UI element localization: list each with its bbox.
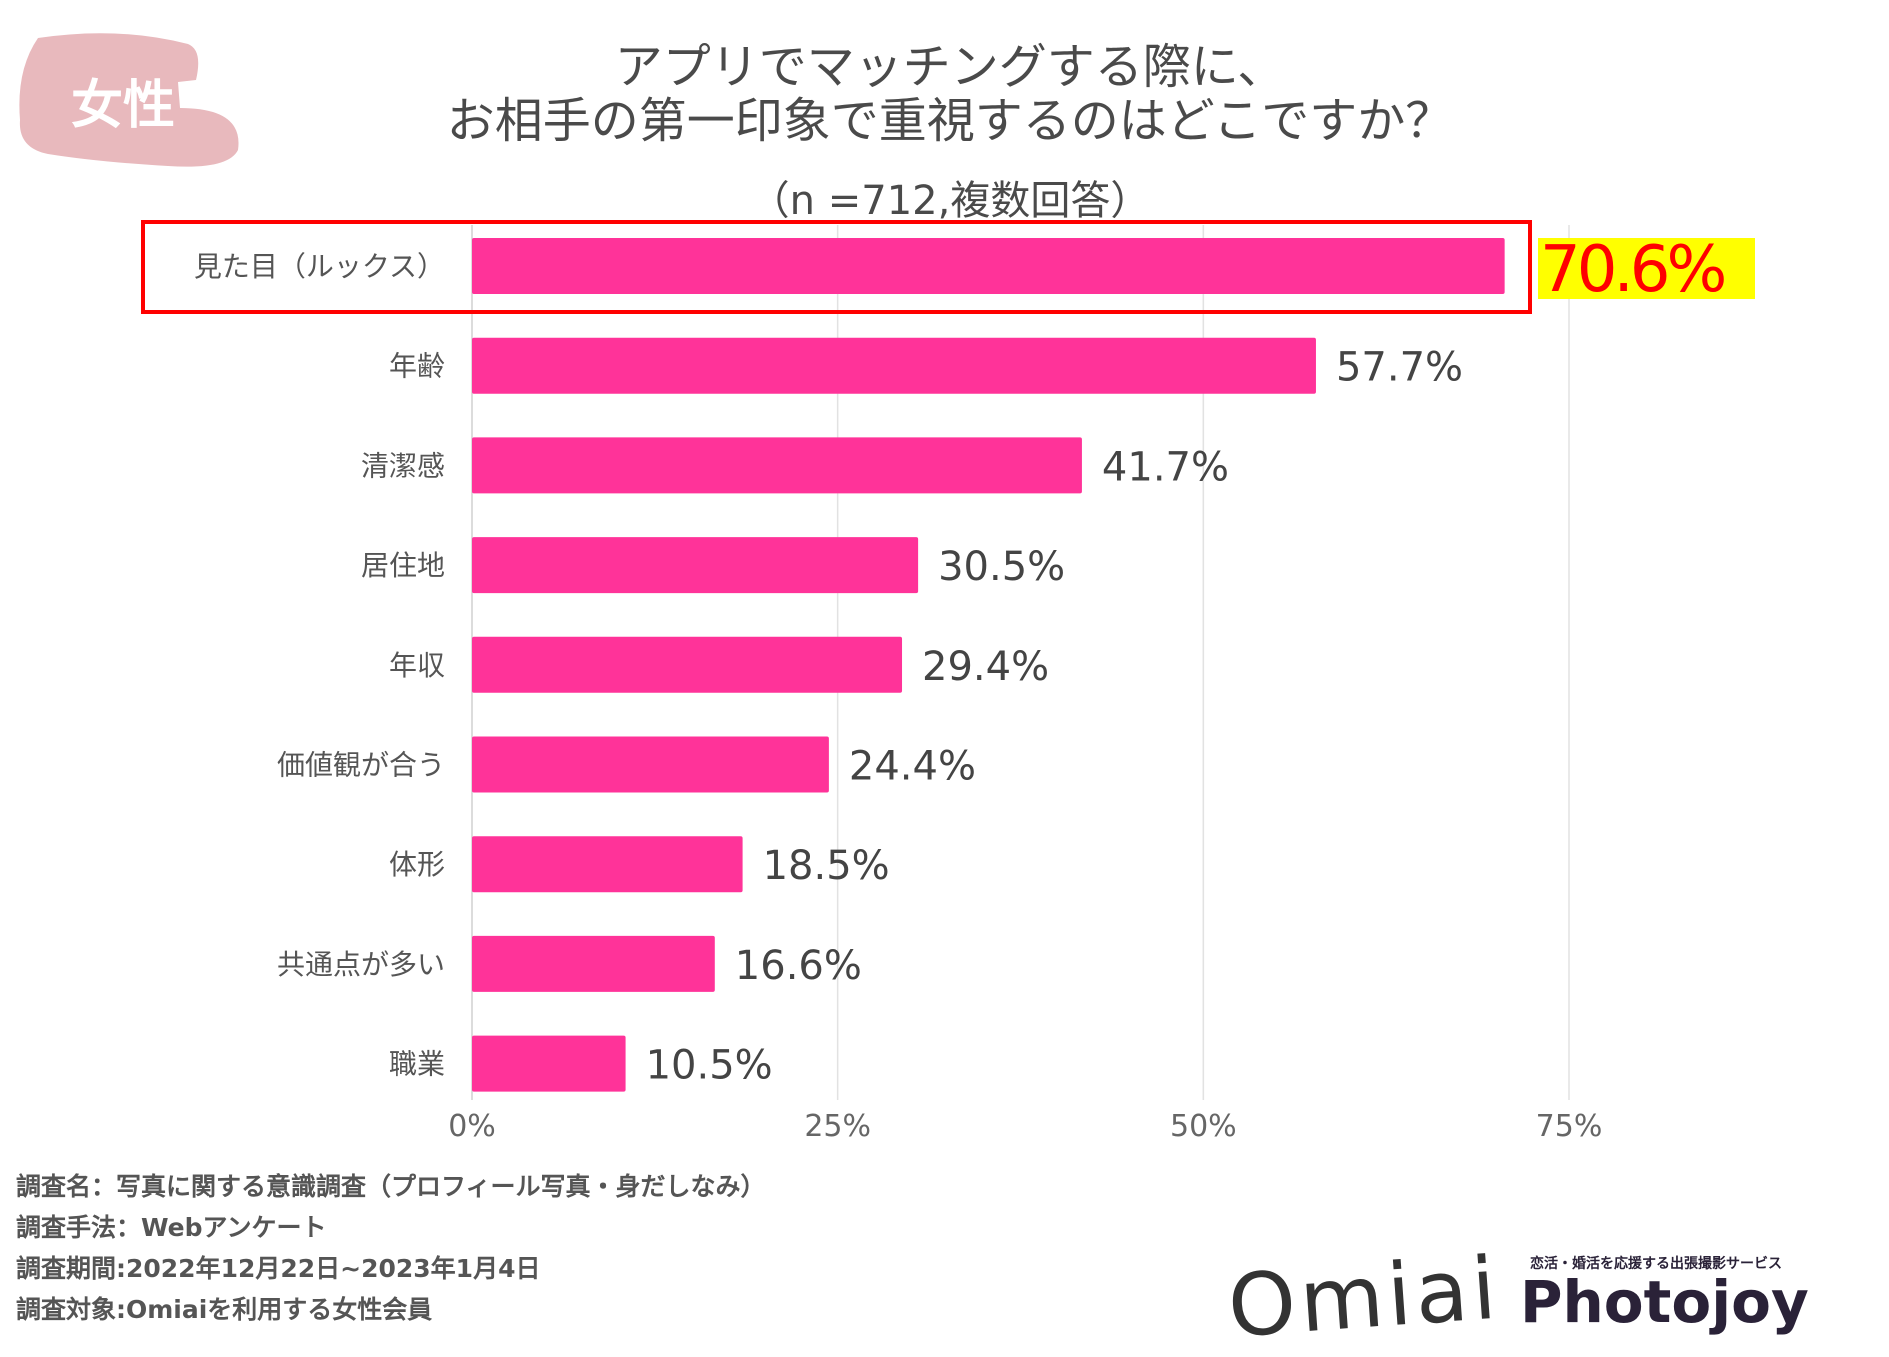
photojoy-tagline: 恋活・婚活を応援する出張撮影サービス bbox=[1530, 1256, 1782, 1272]
category-label: 職業 bbox=[389, 1048, 445, 1081]
chart-title: アプリでマッチングする際に、 お相手の第一印象で重視するのはどこですか？ bbox=[300, 40, 1600, 148]
value-label: 18.5% bbox=[763, 843, 890, 889]
category-label: 価値観が合う bbox=[277, 749, 445, 782]
badge-label: 女性 bbox=[70, 76, 175, 136]
title-line-2: お相手の第一印象で重視するのはどこですか？ bbox=[446, 93, 1454, 149]
x-tick-label: 0% bbox=[448, 1109, 496, 1144]
value-label: 16.6% bbox=[735, 943, 862, 989]
value-label: 70.6% bbox=[1540, 233, 1725, 307]
chart-subtitle: （n =712,複数回答） bbox=[749, 178, 1151, 224]
bar bbox=[472, 736, 829, 793]
bar bbox=[472, 537, 919, 594]
photojoy-logo: Photojoy bbox=[1520, 1268, 1809, 1336]
value-label: 57.7% bbox=[1336, 345, 1463, 391]
category-label: 年齢 bbox=[389, 350, 445, 383]
bar bbox=[472, 836, 743, 893]
x-tick-label: 75% bbox=[1536, 1109, 1603, 1144]
gender-badge: 女性 bbox=[18, 30, 244, 171]
value-label: 29.4% bbox=[922, 644, 1049, 690]
category-label: 居住地 bbox=[361, 549, 445, 582]
footer-line: 調査対象:Omiaiを利用する女性会員 bbox=[16, 1295, 433, 1324]
bar bbox=[472, 238, 1505, 294]
category-label: 共通点が多い bbox=[277, 948, 445, 981]
bar bbox=[472, 437, 1082, 494]
footer-line: 調査手法：Webアンケート bbox=[16, 1213, 327, 1242]
bar bbox=[472, 1035, 626, 1092]
bar bbox=[472, 935, 715, 992]
value-label: 41.7% bbox=[1102, 444, 1229, 490]
badge-shape bbox=[19, 33, 239, 167]
bar bbox=[472, 337, 1316, 394]
footer-line: 調査期間:2022年12月22日~2023年1月4日 bbox=[16, 1254, 541, 1283]
omiai-logo: Omiai bbox=[1224, 1238, 1504, 1357]
category-label: 清潔感 bbox=[361, 449, 445, 482]
highlight-label-bg bbox=[1538, 238, 1755, 299]
value-label: 10.5% bbox=[646, 1043, 773, 1089]
value-label: 24.4% bbox=[849, 744, 976, 790]
x-tick-label: 50% bbox=[1170, 1109, 1237, 1144]
bar-chart: 0% 25% 50% 75% 見た目（ルックス） 70.6% 年齢 57.7% 清潔感 41.7%… bbox=[141, 220, 1755, 1144]
title-line-1: アプリでマッチングする際に、 bbox=[614, 39, 1286, 95]
footer-line: 調査名：写真に関する意識調査（プロフィール写真・身だしなみ） bbox=[16, 1172, 766, 1201]
category-label: 年収 bbox=[389, 649, 445, 682]
value-label: 30.5% bbox=[938, 544, 1065, 590]
survey-notes: 調査名：写真に関する意識調査（プロフィール写真・身だしなみ） 調査手法：Webア… bbox=[16, 1166, 766, 1330]
category-label: 見た目（ルックス） bbox=[194, 250, 445, 283]
bar bbox=[472, 636, 903, 693]
x-tick-label: 25% bbox=[804, 1109, 871, 1144]
highlight-box bbox=[141, 220, 1532, 314]
category-label: 体形 bbox=[389, 848, 445, 881]
